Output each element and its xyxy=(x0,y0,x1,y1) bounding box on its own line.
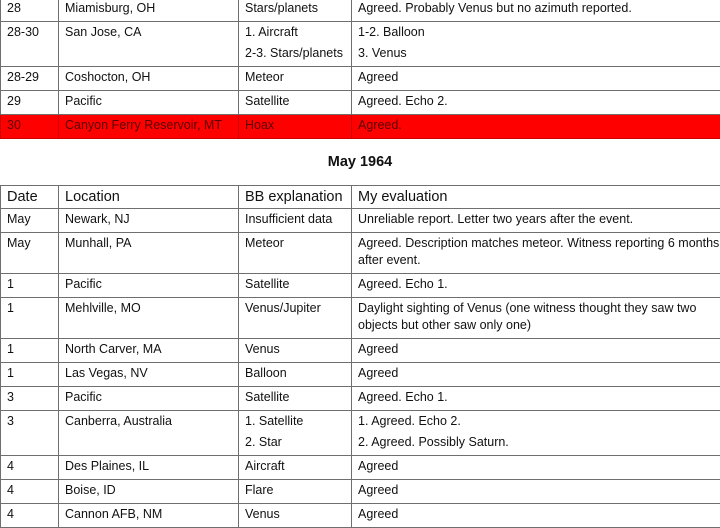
evaluation-cell: Agreed xyxy=(352,67,720,91)
location-cell: Des Plaines, IL xyxy=(59,456,239,480)
explanation-cell: Meteor xyxy=(239,233,352,274)
location-cell: Cannon AFB, NM xyxy=(59,504,239,528)
location-cell: Canberra, Australia xyxy=(59,411,239,456)
explanation-cell: Flare xyxy=(239,480,352,504)
evaluation-cell: Agreed. Echo 1. xyxy=(352,274,720,298)
table-row: 4 Des Plaines, IL Aircraft Agreed xyxy=(1,456,720,480)
evaluation-cell: Unreliable report. Letter two years afte… xyxy=(352,209,720,233)
location-cell: Pacific xyxy=(59,387,239,411)
location-cell: Mehlville, MO xyxy=(59,298,239,339)
location-header: Location xyxy=(59,186,239,209)
evaluation-cell: Agreed. Probably Venus but no azimuth re… xyxy=(352,0,720,22)
previous-month-table: 28 Miamisburg, OH Stars/planets Agreed. … xyxy=(0,0,720,139)
evaluation-cell: Agreed xyxy=(352,456,720,480)
explanation-cell: Aircraft xyxy=(239,456,352,480)
table-row: May Newark, NJ Insufficient data Unrelia… xyxy=(1,209,720,233)
explanation-cell: Hoax xyxy=(239,115,352,139)
explanation-cell: Satellite xyxy=(239,274,352,298)
explanation-cell: Stars/planets xyxy=(239,0,352,22)
date-cell: 3 xyxy=(1,411,59,456)
location-cell: Boise, ID xyxy=(59,480,239,504)
explanation-cell: Satellite xyxy=(239,91,352,115)
table-header-row: Date Location BB explanation My evaluati… xyxy=(1,186,720,209)
explanation-cell: Insufficient data xyxy=(239,209,352,233)
explanation-cell: Meteor xyxy=(239,67,352,91)
date-cell: 28-29 xyxy=(1,67,59,91)
date-cell: 1 xyxy=(1,363,59,387)
explanation-cell: Venus xyxy=(239,339,352,363)
table-row: May Munhall, PA Meteor Agreed. Descripti… xyxy=(1,233,720,274)
section-title: May 1964 xyxy=(0,139,720,185)
location-cell: North Carver, MA xyxy=(59,339,239,363)
evaluation-cell: Agreed xyxy=(352,504,720,528)
explanation-cell: Balloon xyxy=(239,363,352,387)
location-cell: Coshocton, OH xyxy=(59,67,239,91)
table-row: 29 Pacific Satellite Agreed. Echo 2. xyxy=(1,91,720,115)
table-row: 4 Boise, ID Flare Agreed xyxy=(1,480,720,504)
table-row: 1 North Carver, MA Venus Agreed xyxy=(1,339,720,363)
location-cell: Newark, NJ xyxy=(59,209,239,233)
explanation-cell: 1. Aircraft 2-3. Stars/planets xyxy=(239,22,352,67)
date-cell: 1 xyxy=(1,298,59,339)
explanation-cell: Satellite xyxy=(239,387,352,411)
evaluation-cell: Agreed. xyxy=(352,115,720,139)
explanation-cell: Venus xyxy=(239,504,352,528)
location-cell: Pacific xyxy=(59,274,239,298)
evaluation-cell: Agreed xyxy=(352,339,720,363)
table-row: 28-30 San Jose, CA 1. Aircraft 2-3. Star… xyxy=(1,22,720,67)
date-cell: May xyxy=(1,233,59,274)
explanation-cell: 1. Satellite 2. Star xyxy=(239,411,352,456)
date-cell: May xyxy=(1,209,59,233)
date-cell: 4 xyxy=(1,456,59,480)
evaluation-header: My evaluation xyxy=(352,186,720,209)
explanation-cell: Venus/Jupiter xyxy=(239,298,352,339)
evaluation-cell: Agreed xyxy=(352,480,720,504)
highlighted-table-row: 30 Canyon Ferry Reservoir, MT Hoax Agree… xyxy=(1,115,720,139)
location-cell: Munhall, PA xyxy=(59,233,239,274)
location-cell: Miamisburg, OH xyxy=(59,0,239,22)
evaluation-cell: Daylight sighting of Venus (one witness … xyxy=(352,298,720,339)
location-cell: Las Vegas, NV xyxy=(59,363,239,387)
date-cell: 4 xyxy=(1,504,59,528)
evaluation-cell: Agreed. Echo 2. xyxy=(352,91,720,115)
explanation-header: BB explanation xyxy=(239,186,352,209)
evaluation-cell: Agreed. Echo 1. xyxy=(352,387,720,411)
evaluation-cell: Agreed xyxy=(352,363,720,387)
date-cell: 1 xyxy=(1,274,59,298)
may-1964-table: Date Location BB explanation My evaluati… xyxy=(0,185,720,528)
location-cell: San Jose, CA xyxy=(59,22,239,67)
table-row: 3 Pacific Satellite Agreed. Echo 1. xyxy=(1,387,720,411)
table-row: 4 Cannon AFB, NM Venus Agreed xyxy=(1,504,720,528)
table-row: 1 Pacific Satellite Agreed. Echo 1. xyxy=(1,274,720,298)
date-cell: 28 xyxy=(1,0,59,22)
evaluation-cell: Agreed. Description matches meteor. Witn… xyxy=(352,233,720,274)
date-cell: 4 xyxy=(1,480,59,504)
date-cell: 1 xyxy=(1,339,59,363)
date-cell: 3 xyxy=(1,387,59,411)
date-header: Date xyxy=(1,186,59,209)
table-row: 28 Miamisburg, OH Stars/planets Agreed. … xyxy=(1,0,720,22)
evaluation-cell: 1. Agreed. Echo 2. 2. Agreed. Possibly S… xyxy=(352,411,720,456)
table-row: 28-29 Coshocton, OH Meteor Agreed xyxy=(1,67,720,91)
table-row: 1 Mehlville, MO Venus/Jupiter Daylight s… xyxy=(1,298,720,339)
table-row: 1 Las Vegas, NV Balloon Agreed xyxy=(1,363,720,387)
date-cell: 29 xyxy=(1,91,59,115)
evaluation-cell: 1-2. Balloon 3. Venus xyxy=(352,22,720,67)
date-cell: 30 xyxy=(1,115,59,139)
table-row: 3 Canberra, Australia 1. Satellite 2. St… xyxy=(1,411,720,456)
date-cell: 28-30 xyxy=(1,22,59,67)
location-cell: Canyon Ferry Reservoir, MT xyxy=(59,115,239,139)
location-cell: Pacific xyxy=(59,91,239,115)
